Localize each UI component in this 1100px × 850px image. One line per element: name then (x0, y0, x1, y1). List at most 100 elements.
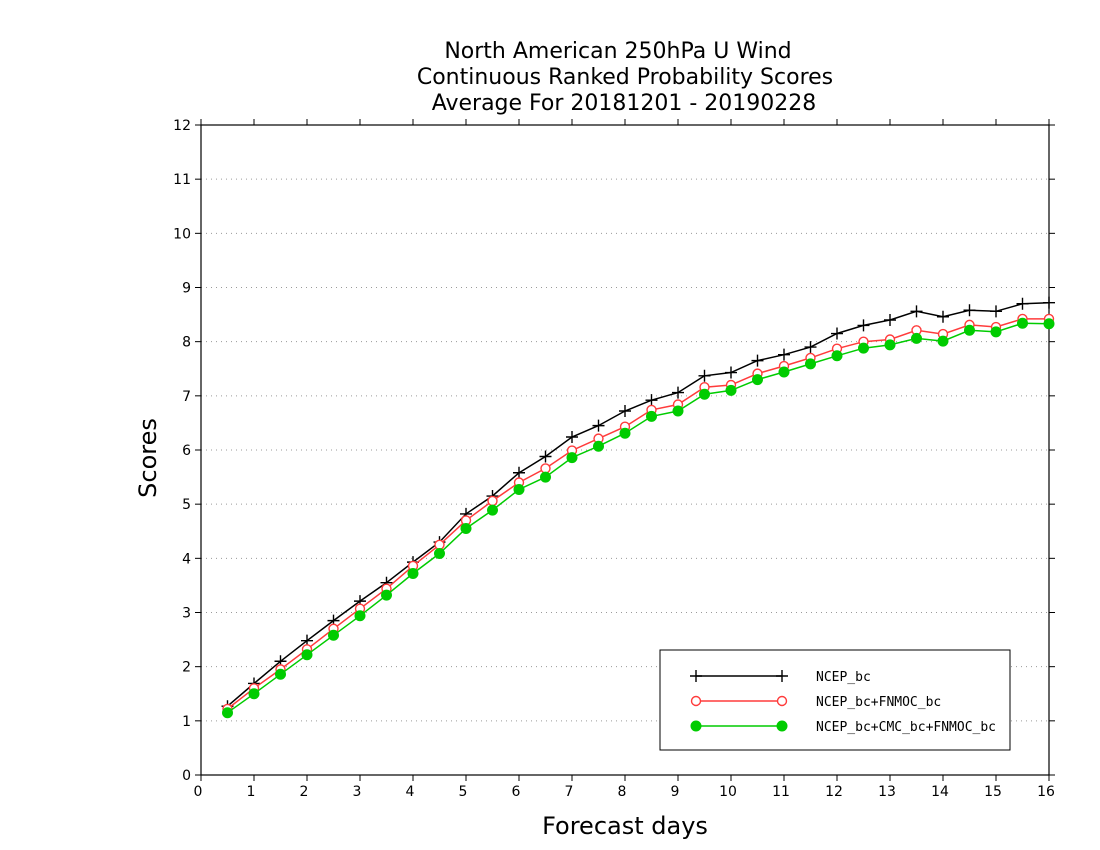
series-2-point-31 (1043, 318, 1055, 330)
series-0-point-29 (990, 305, 1002, 318)
x-tick-label-3: 3 (353, 784, 362, 800)
legend: NCEP_bc NCEP_bc+FNMOC_bc NCEP_bc+CMC_bc+FN… (659, 649, 1011, 751)
x-axis-label: Forecast days (542, 812, 708, 840)
y-axis-label: Scores (134, 418, 162, 498)
series-2-point-15 (619, 427, 631, 439)
series-2-point-24 (858, 342, 869, 354)
x-tick-label-11: 11 (772, 784, 790, 800)
series-2-point-27 (937, 335, 949, 347)
chart-title-line-3: Average For 20181201 - 20190228 (432, 91, 817, 116)
series-0-point-21 (778, 348, 790, 361)
series-2-point-3 (301, 649, 313, 661)
series-layer (221, 296, 1055, 719)
series-2-point-18 (699, 388, 710, 400)
series-0-point-16 (645, 394, 658, 407)
series-0-point-22 (804, 341, 817, 354)
y-tick-label-4: 4 (182, 551, 191, 567)
series-0-point-26 (910, 305, 923, 318)
series-1-point-12 (540, 463, 551, 474)
series-0-point-15 (619, 405, 631, 417)
x-tick-label-15: 15 (984, 784, 1002, 800)
series-line-0 (227, 301, 1050, 707)
series-2-point-17 (672, 405, 684, 417)
x-tick-label-7: 7 (565, 784, 574, 800)
x-tick-label-8: 8 (618, 784, 627, 800)
series-2-point-23 (831, 350, 843, 362)
y-tick-label-7: 7 (182, 389, 191, 405)
series-0-point-28 (963, 304, 976, 317)
y-tick-label-0: 0 (182, 768, 191, 784)
y-tick-label-1: 1 (182, 714, 191, 730)
x-tick-label-5: 5 (459, 784, 468, 800)
x-tick-label-9: 9 (671, 784, 680, 800)
chart-title-line-2: Continuous Ranked Probability Scores (417, 65, 833, 90)
series-0-point-25 (884, 314, 896, 326)
series-2-point-19 (725, 384, 737, 396)
series-2 (222, 317, 1055, 719)
series-0-point-24 (857, 319, 870, 332)
legend-marker-right-1 (776, 695, 788, 707)
series-2-point-22 (805, 358, 816, 370)
series-2-point-5 (354, 610, 366, 622)
series-1-point-10 (487, 495, 498, 507)
y-tick-label-6: 6 (182, 443, 191, 459)
x-tick-label-14: 14 (931, 784, 949, 800)
series-2-point-4 (328, 629, 339, 641)
legend-marker-left-2 (690, 720, 702, 732)
series-0-point-31 (1043, 296, 1055, 309)
series-2-point-16 (646, 410, 657, 422)
series-2-point-26 (911, 332, 922, 344)
x-tick-label-16: 16 (1037, 784, 1055, 800)
series-0-point-27 (937, 310, 949, 323)
series-2-point-28 (964, 324, 975, 336)
series-2-point-8 (434, 547, 445, 559)
y-tick-label-12: 12 (173, 118, 191, 134)
legend-marker-left-1 (690, 695, 702, 707)
legend-box (659, 649, 1011, 751)
series-2-point-30 (1017, 317, 1028, 329)
series-0-point-14 (592, 419, 605, 432)
y-tick-label-3: 3 (182, 606, 191, 622)
series-0-point-23 (831, 327, 843, 340)
series-2-point-10 (487, 504, 498, 516)
y-tick-label-5: 5 (182, 497, 191, 513)
x-tick-label-0: 0 (194, 784, 203, 800)
legend-marker-right-2 (776, 720, 788, 732)
legend-marker-right-0 (776, 670, 788, 682)
series-2-point-20 (752, 374, 763, 386)
series-2-point-9 (460, 523, 472, 535)
series-2-point-29 (990, 326, 1002, 338)
y-tick-label-10: 10 (173, 226, 191, 242)
series-2-point-11 (513, 484, 525, 496)
series-2-point-0 (222, 707, 233, 719)
series-0-point-13 (566, 431, 578, 443)
x-tick-label-1: 1 (247, 784, 256, 800)
series-0-point-12 (539, 450, 552, 463)
series-0-point-30 (1016, 297, 1029, 310)
y-tick-label-11: 11 (173, 172, 191, 188)
series-2-point-25 (884, 339, 896, 351)
x-axis-ticks: 0 1 2 3 4 5 6 7 8 9 10 11 12 13 14 15 16 (194, 119, 1055, 800)
legend-label-0: NCEP_bc (816, 670, 871, 685)
series-2-point-14 (593, 440, 604, 452)
y-tick-label-8: 8 (182, 335, 191, 351)
series-0-point-17 (672, 386, 684, 399)
x-tick-label-4: 4 (406, 784, 415, 800)
series-2-point-2 (275, 668, 286, 680)
y-tick-label-9: 9 (182, 281, 191, 297)
x-tick-label-10: 10 (719, 784, 737, 800)
chart-title: North American 250hPa U Wind Continuous … (417, 39, 833, 116)
legend-label-1: NCEP_bc+FNMOC_bc (816, 695, 941, 710)
x-tick-label-6: 6 (512, 784, 521, 800)
x-tick-label-12: 12 (825, 784, 843, 800)
series-2-point-1 (248, 688, 260, 700)
x-tick-label-2: 2 (300, 784, 309, 800)
y-tick-label-2: 2 (182, 660, 191, 676)
series-2-point-12 (540, 471, 551, 483)
series-2-point-7 (407, 568, 419, 579)
series-0-point-19 (725, 366, 737, 379)
series-2-point-21 (778, 366, 790, 378)
series-2-point-13 (566, 452, 578, 464)
